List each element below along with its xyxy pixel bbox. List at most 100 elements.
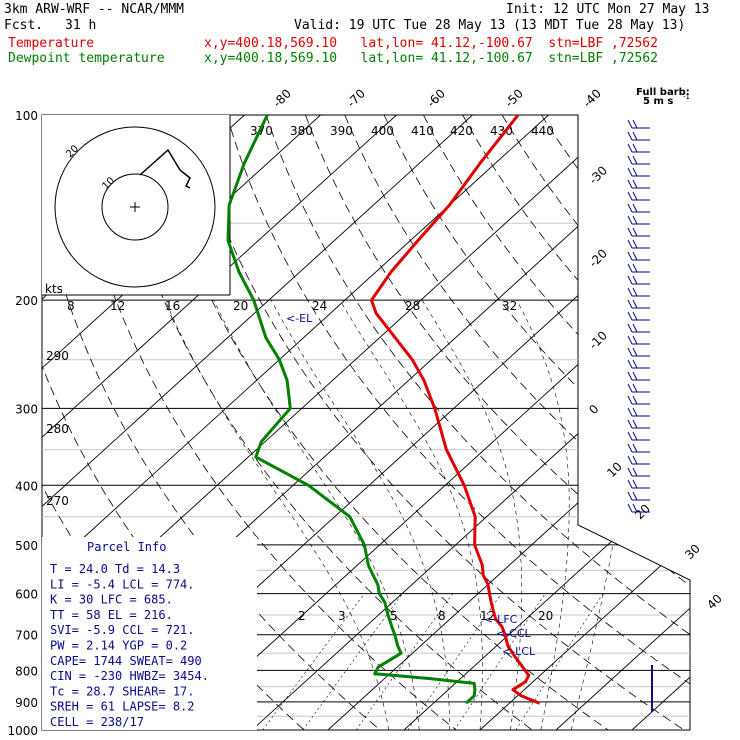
wind-barb <box>627 275 650 285</box>
wind-barb <box>627 287 650 297</box>
dewpoint-legend: Dewpoint temperature <box>8 51 165 66</box>
parcel-info-row: LI = -5.4 LCL = 774. <box>50 577 195 591</box>
dry-adiabat-label: 280 <box>46 422 69 436</box>
pressure-label: 100 <box>15 109 38 123</box>
parcel-info-row: SVI= -5.9 CCL = 721. <box>50 623 195 637</box>
pressure-label: 300 <box>15 402 38 416</box>
isotherm-label: -40 <box>580 86 604 110</box>
mixing-ratio-label: 28 <box>405 299 420 313</box>
wind-barb <box>627 143 650 153</box>
dry-adiabat-label: 270 <box>46 494 69 508</box>
parcel-info-row: SREH = 61 LAPSE= 8.2 <box>50 700 195 714</box>
mixing-ratio-label: 5 <box>390 609 398 623</box>
wind-barb <box>627 131 650 141</box>
moist-adiabat <box>213 299 420 730</box>
dry-adiabat <box>305 115 690 730</box>
isotherm-label: 0 <box>586 402 601 417</box>
dewpoint-profile <box>226 115 477 705</box>
dry-adiabat <box>187 115 685 730</box>
wind-barb <box>627 419 650 429</box>
mixing-ratio-label: 12 <box>110 299 125 313</box>
dry-adiabat <box>265 115 690 730</box>
ccl-marker: <-CCL <box>496 627 532 640</box>
wind-barb <box>627 191 650 201</box>
wind-barb <box>627 407 650 417</box>
wind-barb <box>627 155 650 165</box>
isotherm-label: -10 <box>586 328 610 352</box>
wind-barb <box>627 479 650 489</box>
forecast-hours: 31 h <box>65 18 97 33</box>
isotherm-label: -80 <box>270 86 294 110</box>
wind-key-unit: -1 <box>683 93 690 101</box>
wind-barb <box>627 467 650 477</box>
hodograph-box <box>42 115 230 295</box>
wind-key: Full barb: 5 m s -1 <box>636 87 690 107</box>
isotherm <box>555 115 690 730</box>
wind-barb <box>627 119 650 129</box>
lcl-marker: <-LCL <box>502 645 536 658</box>
hodograph-ring-outer <box>54 126 216 288</box>
parcel-info-row: CAPE= 1744 SWEAT= 490 <box>50 654 202 668</box>
wind-barb <box>627 227 650 237</box>
isotherm <box>479 115 690 730</box>
mixing-ratio-label: 20 <box>233 299 248 313</box>
wind-barb <box>627 443 650 453</box>
pressure-label: 600 <box>15 588 38 602</box>
pressure-label: 800 <box>15 664 38 678</box>
wind-barb <box>627 239 650 249</box>
isotherm <box>42 115 473 730</box>
wind-barb <box>627 311 650 321</box>
isotherm <box>708 115 740 730</box>
wind-barb <box>627 323 650 333</box>
mixing-ratio-label: 3 <box>338 609 346 623</box>
dry-adiabat-label: 370 <box>250 124 273 138</box>
el-marker: <-EL <box>286 312 313 325</box>
wind-barb <box>627 299 650 309</box>
lfc-marker: <-LFC <box>484 613 518 626</box>
isotherm-label: -60 <box>424 86 448 110</box>
level-markers: <-EL <-LFC <-CCL <-LCL <box>286 312 536 658</box>
wind-barb <box>627 491 650 501</box>
dry-adiabat-label: 390 <box>330 124 353 138</box>
temperature-profile <box>370 115 541 705</box>
dry-adiabat <box>383 115 690 730</box>
wind-barb <box>627 503 650 513</box>
isotherm-label: -30 <box>586 163 610 187</box>
dry-adiabat-label: 400 <box>371 124 394 138</box>
wind-barb <box>627 263 650 273</box>
pressure-label: 200 <box>15 294 38 308</box>
pressure-label: 500 <box>15 539 38 553</box>
hodograph-units: kts <box>45 282 63 296</box>
wind-barb <box>627 395 650 405</box>
pressure-label: 700 <box>15 629 38 643</box>
dry-adiabat <box>42 115 381 730</box>
dewpoint-location: x,y=400.18,569.10 lat,lon= 41.12,-100.67… <box>204 51 658 66</box>
isotherm-label: -20 <box>586 246 610 270</box>
wind-barb <box>627 167 650 177</box>
isotherm <box>175 115 690 730</box>
wind-barbs <box>627 119 653 712</box>
parcel-info-row: CIN = -230 HWBZ= 3454. <box>50 669 209 683</box>
parcel-info-row: TT = 58 EL = 216. <box>50 608 173 622</box>
dry-adiabat-label: 410 <box>411 124 434 138</box>
dry-adiabat-label: 290 <box>46 349 69 363</box>
wind-barb <box>627 335 650 345</box>
temperature-location: x,y=400.18,569.10 lat,lon= 41.12,-100.67… <box>204 36 658 51</box>
wind-barb <box>627 359 650 369</box>
dry-adiabat-label: 420 <box>450 124 473 138</box>
dry-adiabat <box>147 115 609 730</box>
pressure-label: 400 <box>15 479 38 493</box>
parcel-info-row: Tc = 28.7 SHEAR= 17. <box>50 684 195 698</box>
wind-key-line2: 5 m s <box>643 96 673 107</box>
valid-time: Valid: 19 UTC Tue 28 May 13 (13 MDT Tue … <box>294 18 686 33</box>
parcel-info-row: K = 30 LFC = 685. <box>50 593 173 607</box>
isotherm <box>42 115 549 730</box>
mixing-ratio-label: 20 <box>538 609 553 623</box>
wind-barb <box>627 347 650 357</box>
mixing-ratio-label: 8 <box>438 609 446 623</box>
wind-barb <box>627 251 650 261</box>
isotherm <box>403 115 690 730</box>
wind-barb <box>627 455 650 465</box>
mixing-ratio-label: 24 <box>312 299 327 313</box>
